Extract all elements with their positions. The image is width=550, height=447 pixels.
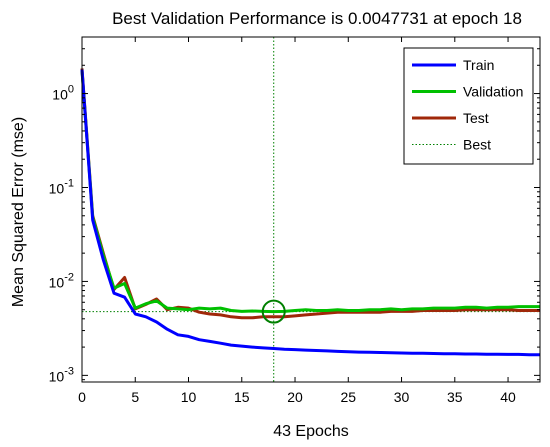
x-tick-label: 35 xyxy=(447,389,463,405)
y-tick-label: 100 xyxy=(52,84,74,103)
axes-frame xyxy=(81,36,541,383)
legend-label-train: Train xyxy=(463,57,494,73)
series-line-train xyxy=(80,69,540,357)
series-line-validation xyxy=(80,70,540,314)
chart-title: Best Validation Performance is 0.0047731… xyxy=(112,9,522,28)
legend-label-validation: Validation xyxy=(463,84,523,100)
x-tick-label: 40 xyxy=(500,389,516,405)
x-tick-label: 30 xyxy=(394,389,410,405)
x-tick-label: 0 xyxy=(78,389,86,405)
legend-box xyxy=(403,47,534,165)
x-axis-label: 43 Epochs xyxy=(273,423,349,440)
x-tick-label: 15 xyxy=(234,389,250,405)
x-tick-label: 10 xyxy=(181,389,197,405)
legend: Train Validation Test Best xyxy=(403,47,534,165)
y-tick-label: 10-2 xyxy=(49,271,74,290)
axes: 0 5 10 15 20 25 30 35 40 10-3 10-2 10-1 100 xyxy=(49,36,541,405)
best-marker xyxy=(261,299,286,324)
legend-label-test: Test xyxy=(463,110,489,126)
legend-label-best: Best xyxy=(463,137,491,153)
y-axis-label: Mean Squared Error (mse) xyxy=(10,117,27,307)
x-tick-label: 20 xyxy=(287,389,303,405)
y-tick-label: 10-3 xyxy=(49,365,74,384)
x-tick-label: 25 xyxy=(340,389,356,405)
y-tick-label: 10-1 xyxy=(49,177,74,196)
x-tick-label: 5 xyxy=(131,389,139,405)
